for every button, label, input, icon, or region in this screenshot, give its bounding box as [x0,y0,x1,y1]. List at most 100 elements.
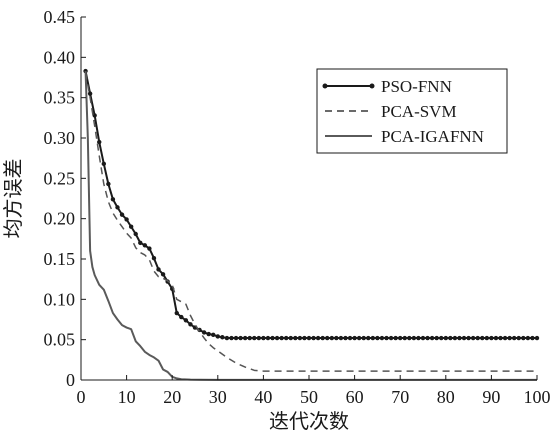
series-point-pso-fnn [466,335,471,341]
series-point-pso-fnn [179,314,184,320]
series-point-pso-fnn [429,335,435,341]
series-point-pso-fnn [512,335,517,341]
series-point-pso-fnn [288,335,293,341]
series-point-pso-fnn [338,335,344,341]
series-point-pso-fnn [133,231,138,237]
legend-label: PCA-IGAFNN [381,127,484,146]
series-point-pso-fnn [311,335,316,341]
series-point-pso-fnn [151,255,157,261]
x-tick-label: 100 [524,387,551,407]
series-point-pso-fnn [101,161,107,167]
x-tick-label: 20 [163,387,181,407]
legend-marker [369,83,375,89]
series-point-pso-fnn [470,335,476,341]
series-point-pso-fnn [247,335,252,341]
series-point-pso-fnn [388,335,394,341]
series-point-pso-fnn [106,181,111,187]
y-tick-label: 0.45 [44,7,76,27]
series-point-pso-fnn [493,335,499,341]
legend-marker [322,83,328,89]
axis-ticks: 0 10 20 30 40 50 60 70 80 90 100 0 0.05 0.10 0.15 0.20 0… [44,7,551,407]
series-point-pso-fnn [229,335,234,341]
series-point-pso-fnn [398,335,403,341]
series-point-pso-fnn [325,335,330,341]
series-line-pso-fnn [84,70,537,340]
series-point-pso-fnn [411,335,417,341]
series-point-pso-fnn [279,335,284,341]
series-point-pso-fnn [128,224,134,229]
series-point-pso-fnn [147,246,152,251]
x-tick-label: 80 [437,387,455,407]
series-point-pso-fnn [489,335,494,341]
series-point-pso-fnn [306,335,312,341]
series-point-pso-fnn [242,335,248,341]
series-point-pso-fnn [87,91,93,96]
series-point-pso-fnn [420,335,426,341]
series-point-pso-fnn [516,335,521,341]
series-point-pso-fnn [224,335,230,341]
series-point-pso-fnn [215,334,220,339]
x-tick-label: 10 [118,387,136,407]
series-point-pso-fnn [347,335,353,341]
series-point-pso-fnn [530,335,535,341]
series-point-pso-fnn [138,240,143,246]
series-point-pso-fnn [201,330,207,335]
series-point-pso-fnn [439,335,444,341]
x-tick-label: 30 [209,387,227,407]
series-layer [83,68,540,381]
series-point-pso-fnn [443,335,448,341]
series-point-pso-fnn [343,335,348,341]
series-point-pso-fnn [238,335,243,341]
series-point-pso-fnn [416,335,421,341]
series-point-pso-fnn [261,335,266,341]
series-point-pso-fnn [160,272,166,277]
series-point-pso-fnn [393,335,398,341]
series-point-pso-fnn [252,335,257,341]
series-point-pso-fnn [83,68,88,74]
y-tick-label: 0.35 [44,88,76,108]
series-point-pso-fnn [425,335,430,341]
legend-box [316,68,508,154]
x-tick-label: 90 [482,387,500,407]
series-point-pso-fnn [206,331,211,337]
series-point-pso-fnn [461,335,467,341]
series-point-pso-fnn [352,335,357,341]
legend-label: PCA-SVM [381,102,457,121]
series-point-pso-fnn [375,335,380,341]
series-point-pso-fnn [370,335,376,341]
x-tick-label: 40 [254,387,272,407]
series-point-pso-fnn [315,335,321,341]
series-point-pso-fnn [220,335,225,340]
series-point-pso-fnn [407,335,412,341]
series-point-pso-fnn [265,335,271,341]
series-point-pso-fnn [475,335,480,341]
series-point-pso-fnn [534,335,540,341]
series-point-pso-fnn [115,205,120,210]
legend: PSO-FNN PCA-SVM PCA-IGAFNN [316,68,508,154]
series-point-pso-fnn [284,335,289,341]
series-point-pso-fnn [502,335,508,341]
x-tick-label: 70 [391,387,409,407]
series-point-pso-fnn [334,335,339,341]
legend-label: PSO-FNN [381,77,452,96]
series-point-pso-fnn [320,335,325,341]
series-point-pso-fnn [274,335,280,341]
series-point-pso-fnn [525,335,531,341]
series-point-pso-fnn [356,335,362,341]
y-tick-label: 0.30 [44,128,76,148]
series-point-pso-fnn [156,267,161,272]
series-point-pso-fnn [379,335,385,341]
y-tick-label: 0.40 [44,47,76,67]
series-point-pso-fnn [188,322,193,327]
series-point-pso-fnn [142,243,148,248]
series-point-pso-fnn [183,318,189,323]
series-point-pso-fnn [97,139,102,145]
series-point-pso-fnn [448,335,453,341]
x-tick-label: 60 [346,387,364,407]
series-point-pso-fnn [233,335,239,341]
y-tick-label: 0.10 [44,289,76,309]
x-axis-label: 迭代次数 [269,409,349,433]
x-tick-label: 50 [300,387,318,407]
series-point-pso-fnn [174,310,179,316]
series-point-pso-fnn [402,335,407,341]
